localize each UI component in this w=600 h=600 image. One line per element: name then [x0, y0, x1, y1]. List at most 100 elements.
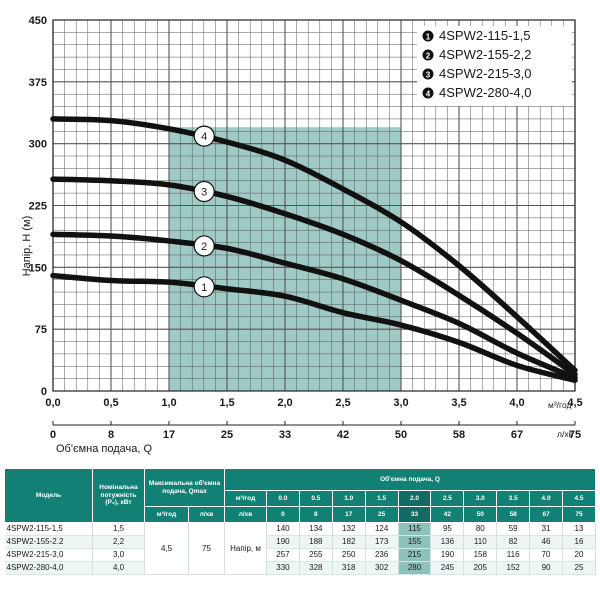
cell-head-label: Напір, м [224, 522, 267, 575]
cell-head-value: 134 [299, 522, 333, 536]
header-flow-lmin: 17 [331, 506, 366, 523]
header-model: Модель [4, 468, 93, 523]
x2-tick-label: 67 [511, 429, 523, 441]
x2-tick-label: 50 [395, 429, 407, 441]
legend-entry: 4SPW2-155-2,2 [439, 47, 532, 62]
header-flow-m3: 3.5 [496, 490, 531, 507]
x-tick-label: 4,0 [509, 397, 524, 409]
cell-head-value: 236 [365, 548, 399, 562]
header-flow-lmin: 25 [364, 506, 399, 523]
x2-tick-label: 0 [50, 429, 56, 441]
legend-bullet-2 [422, 49, 434, 61]
y-tick-label: 75 [35, 324, 47, 336]
legend-box [417, 26, 572, 106]
cell-head-value: 13 [562, 522, 596, 536]
header-flow-lmin: 67 [529, 506, 564, 523]
cell-head-value: 132 [332, 522, 366, 536]
curve-marker-3 [193, 180, 215, 203]
header-qmax: Максимальна об'ємна подача, Qmax [144, 468, 225, 507]
header-qmax-lmin: л/хв [188, 506, 225, 523]
x-tick-label: 0,0 [45, 397, 60, 409]
curve-series-3 [50, 176, 578, 378]
header-flow: Об'ємна подача, Q [224, 468, 596, 491]
header-flow-m3: 4.0 [529, 490, 564, 507]
legend-bullet-3 [422, 68, 434, 80]
table-row: 4SPW2-115-1,5 1,5 4,5 75 Напір, м 140 134 132 12… [4, 522, 596, 575]
header-qmax-m3: м³/год [144, 506, 189, 523]
header-flow-m3: 2.0 [397, 490, 432, 507]
header-flow-m3: 4.5 [562, 490, 596, 507]
x-axis-unit: м³/год [548, 400, 571, 410]
header-flow-m3: 2.5 [430, 490, 465, 507]
cell-head-value: 116 [496, 548, 531, 562]
curve-marker-2 [193, 235, 215, 257]
cell-head-value: 328 [299, 561, 333, 575]
x2-tick-label: 42 [337, 429, 349, 441]
curve-marker-label: 2 [201, 241, 207, 253]
table-body: 4SPW2-115-1,5 1,5 4,5 75 Напір, м 140 134 132 12… [4, 522, 596, 575]
x-axis-ticks: 0,0 0,5 1,0 1,5 2,0 2,5 3,0 3,5 4,0 4,5 [45, 397, 582, 409]
x-tick-label: 3,5 [451, 397, 466, 409]
cell-head-value: 80 [463, 522, 498, 536]
y-tick-label: 150 [29, 262, 47, 274]
cell-head-value: 188 [299, 535, 333, 549]
plot-frame [52, 19, 576, 392]
header-flow-lmin: 75 [562, 506, 596, 523]
x-tick-label: 3,0 [393, 397, 408, 409]
x2-axis-title: Об'ємна подача, Q [56, 443, 152, 455]
x2-tick-label: 25 [221, 429, 233, 441]
cell-head-value: 280 [398, 561, 432, 575]
curve-marker-label: 3 [201, 187, 207, 199]
cell-head-value: 95 [430, 522, 465, 536]
cell-head-value: 82 [496, 535, 531, 549]
y-tick-label: 300 [29, 139, 47, 151]
cell-qmax-m3: 4,5 [144, 522, 189, 575]
header-flow-m3: 1.5 [364, 490, 399, 507]
curve-series-2 [50, 231, 578, 381]
curve-series-1 [50, 272, 578, 384]
legend-bullet-1 [422, 30, 434, 42]
cell-head-value: 31 [529, 522, 564, 536]
header-m3-unit: м³/год [224, 490, 267, 507]
header-flow-lmin: 58 [496, 506, 531, 523]
header-flow-m3: 3.0 [463, 490, 498, 507]
cell-head-value: 190 [266, 535, 300, 549]
legend-entry: 4SPW2-115-1,5 [439, 28, 531, 43]
cell-head-value: 25 [562, 561, 596, 575]
cell-head-value: 182 [332, 535, 366, 549]
cell-power: 2,2 [92, 535, 145, 549]
legend-bullet-4 [422, 87, 434, 99]
curve-markers: 1 2 3 4 [193, 125, 215, 298]
y-axis-ticks: 450 375 300 225 150 75 0 [29, 15, 47, 398]
cell-power: 4,0 [92, 561, 145, 575]
header-flow-lmin: 50 [463, 506, 498, 523]
y-tick-label: 0 [41, 386, 47, 398]
curve-marker-label: 1 [201, 282, 207, 294]
x2-tick-label: 17 [163, 429, 175, 441]
legend-entry: 4SPW2-215-3,0 [439, 66, 532, 81]
cell-head-value: 140 [266, 522, 300, 536]
cell-head-value: 46 [529, 535, 564, 549]
cell-power: 1,5 [92, 522, 145, 536]
cell-head-value: 20 [562, 548, 596, 562]
header-flow-lmin: 8 [298, 506, 333, 523]
cell-head-value: 173 [365, 535, 399, 549]
cell-model: 4SPW2-155-2.2 [4, 535, 93, 549]
cell-power: 3,0 [92, 548, 145, 562]
cell-head-value: 136 [430, 535, 465, 549]
cell-head-value: 158 [463, 548, 498, 562]
x-tick-label: 2,0 [277, 397, 292, 409]
x2-axis-unit: л/хв [557, 429, 574, 439]
cell-head-value: 59 [496, 522, 531, 536]
cell-head-value: 124 [365, 522, 399, 536]
table-row: 4SPW2-215-3,0 3,0 257 255 250 236 215 190 158 116… [4, 548, 596, 562]
pump-curves [50, 116, 578, 384]
cell-model: 4SPW2-115-1,5 [4, 522, 93, 536]
curve-marker-label: 4 [201, 131, 207, 143]
curve-marker-1 [193, 276, 215, 298]
legend-number: 3 [426, 71, 431, 80]
cell-head-value: 155 [398, 535, 432, 549]
y-tick-label: 225 [29, 201, 47, 213]
x-tick-label: 1,0 [161, 397, 176, 409]
cell-head-value: 70 [529, 548, 564, 562]
